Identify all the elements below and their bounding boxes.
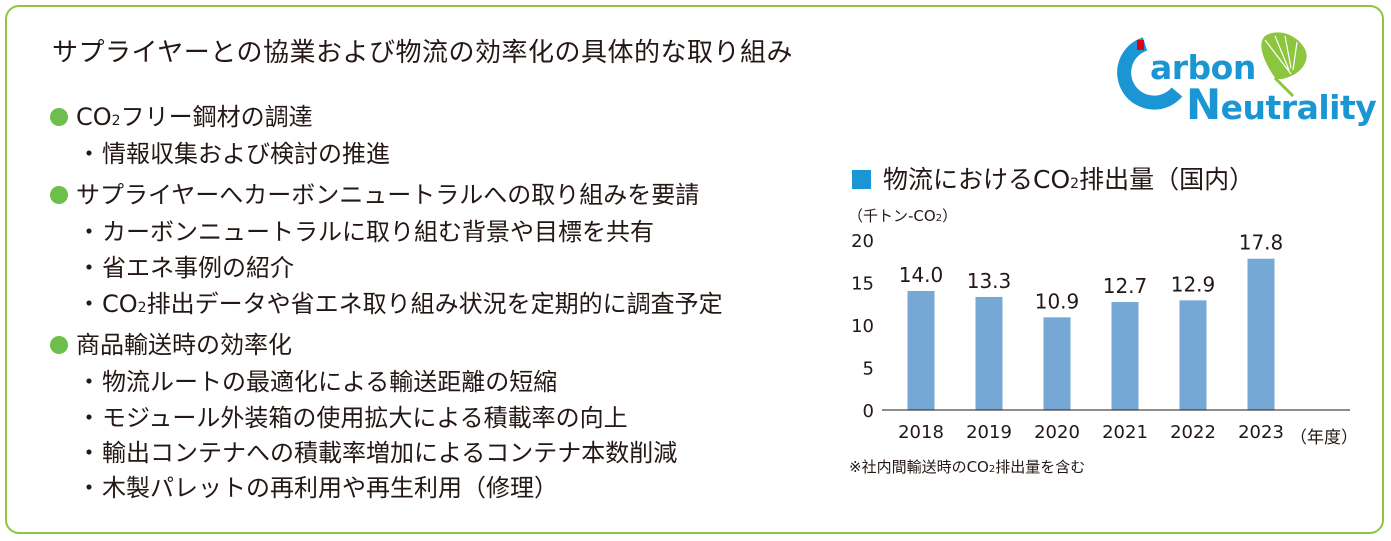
y-tick-label: 20 <box>851 231 874 252</box>
chart-footnote: ※社内間輸送時のCO2排出量を含む <box>849 458 1086 476</box>
green-bullet-icon <box>50 186 68 204</box>
list-item: ・輸出コンテナへの積載率増加によるコンテナ本数削減 <box>77 439 678 467</box>
list-item: ・モジュール外装箱の使用拡大による積載率の向上 <box>77 404 628 432</box>
x-tick-label: 2018 <box>898 422 944 443</box>
content-card <box>5 5 1384 534</box>
logo-word-neutrality: Neutrality <box>1186 80 1377 129</box>
ginkgo-leaf-icon <box>1261 32 1307 80</box>
x-tick-label: 2022 <box>1170 422 1216 443</box>
data-label: 10.9 <box>1035 289 1080 313</box>
data-label: 12.9 <box>1171 272 1216 296</box>
bar-2021 <box>1111 302 1139 410</box>
data-label: 13.3 <box>967 269 1012 293</box>
logo-word-carbon: arbon <box>1150 48 1256 87</box>
bar-2023 <box>1247 258 1275 410</box>
y-tick-label: 15 <box>851 274 874 295</box>
x-tick-label: 2019 <box>966 422 1012 443</box>
bar-2019 <box>975 296 1003 410</box>
section-heading-co2-free-steel: CO2フリー鋼材の調達 <box>50 97 313 132</box>
list-item: ・省エネ事例の紹介 <box>77 254 294 282</box>
bar-2020 <box>1043 317 1071 410</box>
section-heading-text: CO2フリー鋼材の調達 <box>76 103 313 131</box>
list-item: ・CO2排出データや省エネ取り組み状況を定期的に調査予定 <box>77 290 723 318</box>
bar-2022 <box>1179 300 1207 410</box>
bar-2018 <box>907 291 935 410</box>
y-axis-unit-label: （千トン-CO2） <box>848 207 958 225</box>
chart-title: 物流におけるCO2排出量（国内） <box>852 160 1254 196</box>
x-tick-label: 2020 <box>1034 422 1080 443</box>
list-item: ・情報収集および検討の推進 <box>77 140 390 168</box>
section-heading-supplier-request: サプライヤーへカーボンニュートラルへの取り組みを要請 <box>50 175 699 210</box>
list-item: ・カーボンニュートラルに取り組む背景や目標を共有 <box>77 218 654 246</box>
data-label: 12.7 <box>1103 274 1148 298</box>
carbon-neutrality-logo <box>1117 32 1307 110</box>
data-label: 17.8 <box>1239 231 1284 255</box>
y-tick-label: 0 <box>863 401 874 422</box>
c-ring-icon <box>1117 37 1183 110</box>
green-bullet-icon <box>50 108 68 126</box>
heading-square-icon <box>852 170 871 189</box>
x-tick-label: 2021 <box>1102 422 1148 443</box>
section-heading-transport-efficiency: 商品輸送時の効率化 <box>50 325 292 360</box>
data-label: 14.0 <box>899 263 944 287</box>
y-tick-label: 10 <box>851 316 874 337</box>
x-axis-unit-label: （年度） <box>1290 428 1358 448</box>
list-item: ・木製パレットの再利用や再生利用（修理） <box>77 474 558 502</box>
x-tick-label: 2023 <box>1238 422 1284 443</box>
green-bullet-icon <box>50 336 68 354</box>
list-item: ・物流ルートの最適化による輸送距離の短縮 <box>77 368 558 396</box>
page-title: サプライヤーとの協業および物流の効率化の具体的な取り組み <box>52 38 793 68</box>
y-tick-label: 5 <box>863 359 874 380</box>
